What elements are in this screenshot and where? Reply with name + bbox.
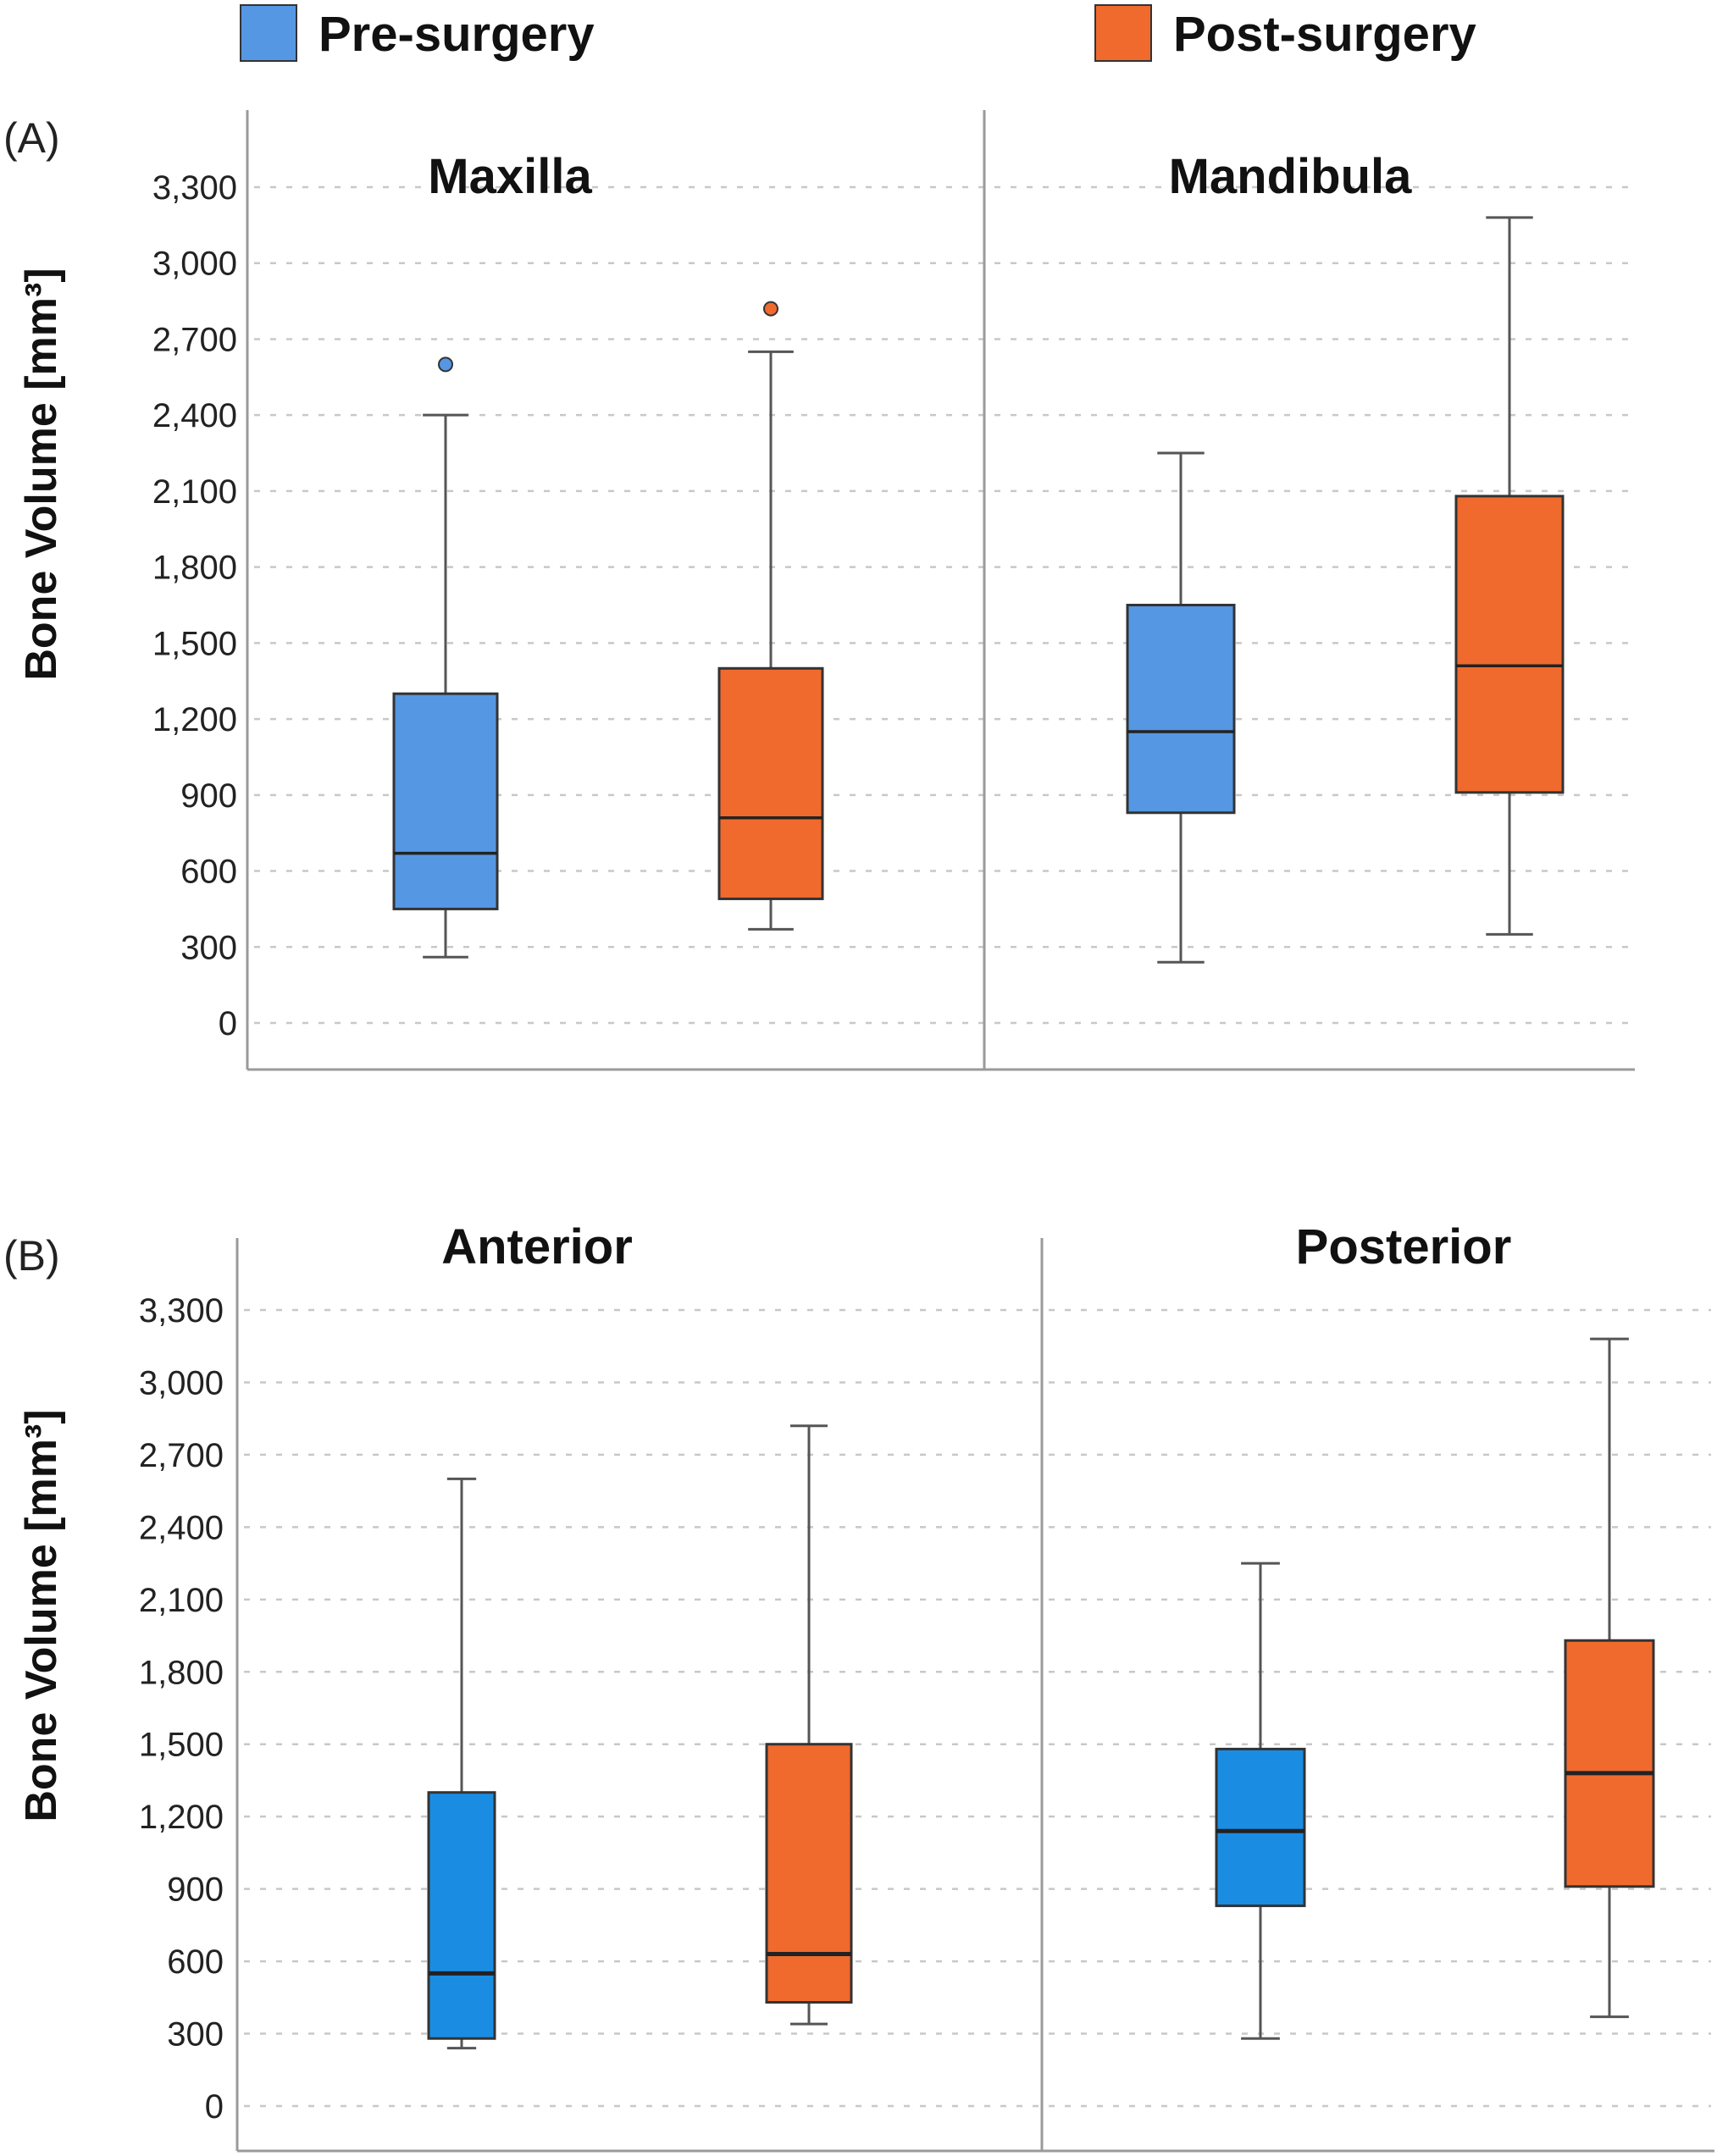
box-posterior-post-surgery	[1564, 1337, 1655, 2019]
box-iqr	[1126, 604, 1236, 815]
axes-a: 0 300 600 900 1,200 1,500 1,800 2,100 2,400 2,700…	[152, 110, 1635, 1071]
y-tick-label: 2,700	[139, 1437, 224, 1474]
y-tick-label: 0	[219, 1005, 237, 1042]
box-mandibula-post-surgery	[1454, 216, 1565, 936]
y-tick-label: 600	[180, 854, 237, 891]
panel-label-a: (A)	[3, 114, 60, 162]
y-tick-label: 1,200	[139, 1799, 224, 1836]
legend: Pre-surgery Post-surgery	[240, 4, 1476, 62]
y-tick-label: 3,000	[152, 246, 237, 283]
box-iqr	[1454, 495, 1565, 794]
box-iqr	[1564, 1639, 1655, 1888]
legend-swatch-pre-surgery	[240, 4, 297, 62]
y-tick-label: 3,300	[139, 1292, 224, 1330]
y-tick-label: 2,400	[139, 1509, 224, 1546]
box-iqr	[765, 1743, 853, 2004]
facet-title-anterior: Anterior	[441, 1219, 633, 1274]
facet-title-posterior: Posterior	[1296, 1219, 1512, 1274]
y-tick-label: 2,700	[152, 321, 237, 358]
box-maxilla-pre-surgery	[392, 357, 499, 959]
legend-label-pre-surgery: Pre-surgery	[318, 7, 595, 62]
y-tick-label: 1,500	[152, 625, 237, 662]
y-tick-label: 900	[167, 1871, 224, 1909]
y-tick-label: 3,000	[139, 1364, 224, 1401]
y-tick-label: 2,100	[152, 473, 237, 511]
legend-swatch-post-surgery	[1094, 4, 1152, 62]
y-tick-label: 1,500	[139, 1727, 224, 1764]
panel-b: (B) Bone Volume [mm³] 0 300 600 900 1,200 1,5…	[3, 1219, 1714, 2153]
box-anterior-post-surgery	[765, 1424, 853, 2026]
axes-b: 0 300 600 900 1,200 1,500 1,800 2,100 2,400 2,700…	[139, 1238, 1714, 2153]
box-iqr	[717, 666, 824, 900]
y-axis-label-a: Bone Volume [mm³]	[17, 268, 66, 680]
legend-label-post-surgery: Post-surgery	[1173, 7, 1476, 62]
box-iqr	[427, 1791, 496, 2040]
box-maxilla-post-surgery	[717, 301, 824, 931]
y-tick-label: 2,100	[139, 1582, 224, 1619]
y-tick-label: 1,200	[152, 701, 237, 738]
y-tick-label: 2,400	[152, 397, 237, 434]
y-tick-label: 3,300	[152, 169, 237, 207]
y-tick-label: 300	[167, 2016, 224, 2054]
y-tick-label: 300	[180, 929, 237, 966]
y-tick-label: 900	[180, 777, 237, 815]
facet-title-maxilla: Maxilla	[428, 149, 592, 204]
box-iqr	[1215, 1747, 1306, 1908]
box-anterior-pre-surgery	[427, 1477, 496, 2050]
outlier-point	[763, 301, 778, 317]
panel-label-b: (B)	[3, 1232, 60, 1280]
outlier-point	[438, 357, 453, 373]
facet-title-mandibula: Mandibula	[1169, 149, 1413, 204]
y-tick-label: 1,800	[152, 550, 237, 587]
y-axis-label-b: Bone Volume [mm³]	[17, 1409, 66, 1822]
box-mandibula-pre-surgery	[1126, 451, 1236, 964]
panel-a: (A) Bone Volume [mm³] 0 300 600 900 1,200 1,5…	[3, 110, 1635, 1071]
box-iqr	[392, 692, 499, 910]
box-posterior-pre-surgery	[1215, 1562, 1306, 2040]
y-tick-label: 1,800	[139, 1654, 224, 1691]
y-tick-label: 600	[167, 1943, 224, 1981]
y-tick-label: 0	[205, 2088, 224, 2126]
